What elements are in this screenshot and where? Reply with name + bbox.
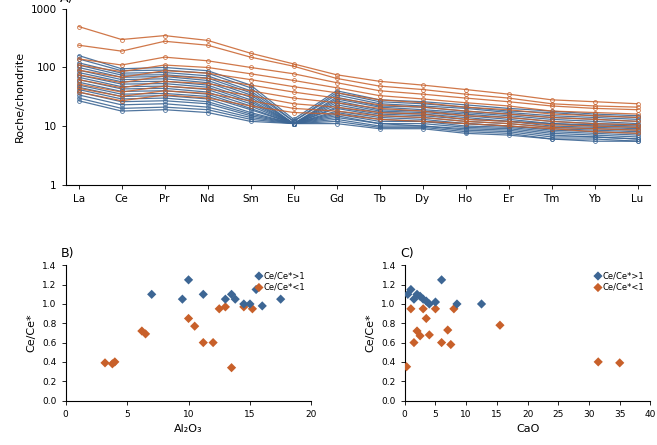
Y-axis label: Ce/Ce*: Ce/Ce* bbox=[366, 314, 376, 352]
Ce/Ce*<1 bbox=[436, 339, 447, 346]
Ce/Ce*<1 bbox=[238, 303, 249, 311]
Text: C): C) bbox=[400, 247, 413, 260]
Ce/Ce*>1 bbox=[403, 291, 413, 298]
Ce/Ce*<1 bbox=[247, 305, 258, 312]
Ce/Ce*>1 bbox=[251, 286, 261, 293]
Ce/Ce*>1 bbox=[405, 286, 416, 293]
Y-axis label: Roche/chondrite: Roche/chondrite bbox=[15, 51, 25, 142]
Ce/Ce*>1 bbox=[257, 302, 267, 309]
Ce/Ce*>1 bbox=[183, 276, 194, 283]
Ce/Ce*<1 bbox=[226, 364, 237, 371]
Ce/Ce*>1 bbox=[220, 295, 231, 303]
Ce/Ce*<1 bbox=[409, 339, 419, 346]
Ce/Ce*>1 bbox=[177, 295, 188, 303]
X-axis label: Al₂O₃: Al₂O₃ bbox=[174, 424, 203, 434]
Ce/Ce*<1 bbox=[412, 328, 422, 335]
Ce/Ce*<1 bbox=[100, 359, 110, 366]
Ce/Ce*<1 bbox=[208, 339, 218, 346]
Ce/Ce*<1 bbox=[401, 363, 412, 370]
Text: B): B) bbox=[61, 247, 74, 260]
Y-axis label: Ce/Ce*: Ce/Ce* bbox=[27, 314, 37, 352]
Ce/Ce*>1 bbox=[424, 300, 434, 307]
Text: A): A) bbox=[60, 0, 73, 5]
Ce/Ce*>1 bbox=[275, 295, 286, 303]
Ce/Ce*<1 bbox=[445, 341, 456, 348]
Ce/Ce*<1 bbox=[214, 305, 225, 312]
Ce/Ce*<1 bbox=[418, 305, 428, 312]
Ce/Ce*<1 bbox=[415, 332, 425, 340]
Ce/Ce*<1 bbox=[495, 322, 505, 329]
Ce/Ce*<1 bbox=[424, 332, 434, 339]
Ce/Ce*<1 bbox=[614, 359, 625, 366]
Ce/Ce*>1 bbox=[226, 291, 237, 298]
Ce/Ce*<1 bbox=[141, 330, 151, 337]
Ce/Ce*>1 bbox=[198, 291, 208, 298]
Ce/Ce*>1 bbox=[147, 291, 157, 298]
Ce/Ce*>1 bbox=[418, 295, 428, 303]
Ce/Ce*<1 bbox=[220, 303, 231, 311]
X-axis label: CaO: CaO bbox=[516, 424, 539, 434]
Ce/Ce*>1 bbox=[452, 300, 463, 307]
Ce/Ce*>1 bbox=[238, 300, 249, 307]
Legend: Ce/Ce*>1, Ce/Ce*<1: Ce/Ce*>1, Ce/Ce*<1 bbox=[594, 270, 646, 293]
Ce/Ce*<1 bbox=[430, 305, 441, 312]
Ce/Ce*<1 bbox=[449, 305, 459, 312]
Ce/Ce*<1 bbox=[593, 358, 604, 365]
Ce/Ce*<1 bbox=[183, 315, 194, 322]
Ce/Ce*>1 bbox=[409, 295, 419, 303]
Ce/Ce*>1 bbox=[244, 300, 255, 307]
Ce/Ce*<1 bbox=[421, 315, 432, 322]
Ce/Ce*>1 bbox=[230, 295, 240, 303]
Ce/Ce*>1 bbox=[430, 299, 441, 306]
Ce/Ce*>1 bbox=[421, 298, 432, 305]
Ce/Ce*>1 bbox=[415, 293, 425, 300]
Ce/Ce*<1 bbox=[189, 323, 200, 330]
Ce/Ce*<1 bbox=[110, 358, 120, 365]
Ce/Ce*<1 bbox=[107, 360, 118, 368]
Ce/Ce*>1 bbox=[412, 291, 422, 298]
Ce/Ce*>1 bbox=[436, 276, 447, 283]
Legend: Ce/Ce*>1, Ce/Ce*<1: Ce/Ce*>1, Ce/Ce*<1 bbox=[255, 270, 307, 293]
Ce/Ce*<1 bbox=[198, 339, 208, 346]
Ce/Ce*>1 bbox=[476, 300, 487, 307]
Ce/Ce*<1 bbox=[442, 327, 453, 334]
Ce/Ce*<1 bbox=[137, 328, 147, 335]
Ce/Ce*<1 bbox=[405, 305, 416, 312]
